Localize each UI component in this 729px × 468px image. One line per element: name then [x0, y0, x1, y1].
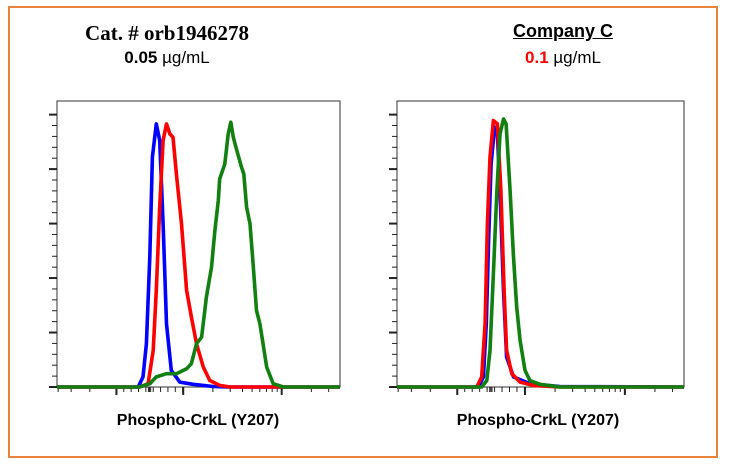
right-conc-unit: µg/mL: [548, 48, 601, 67]
figure-frame: [8, 6, 718, 458]
right-conc-value: 0.1: [525, 48, 549, 67]
plot-area-1: [56, 100, 341, 388]
left-conc-value: 0.05: [124, 48, 158, 67]
histogram-series-1-2: [57, 122, 340, 389]
left-panel-concentration: 0.05 µg/mL: [40, 48, 294, 68]
histogram-series-2-2: [397, 118, 684, 389]
right-panel-title: Company C: [512, 21, 613, 41]
histogram-series-2-1: [397, 125, 685, 389]
right-panel-concentration: 0.1 µg/mL: [440, 48, 686, 68]
left-x-axis-label: Phospho-CrkL (Y207): [116, 412, 280, 429]
left-panel-title: Cat. # orb1946278: [85, 21, 249, 45]
right-x-axis-label: Phospho-CrkL (Y207): [456, 412, 620, 429]
plot-area-2: [396, 100, 685, 388]
left-conc-unit: µg/mL: [157, 48, 210, 67]
histogram-series-1-3: [57, 120, 340, 389]
histogram-series-2-3: [397, 117, 684, 389]
